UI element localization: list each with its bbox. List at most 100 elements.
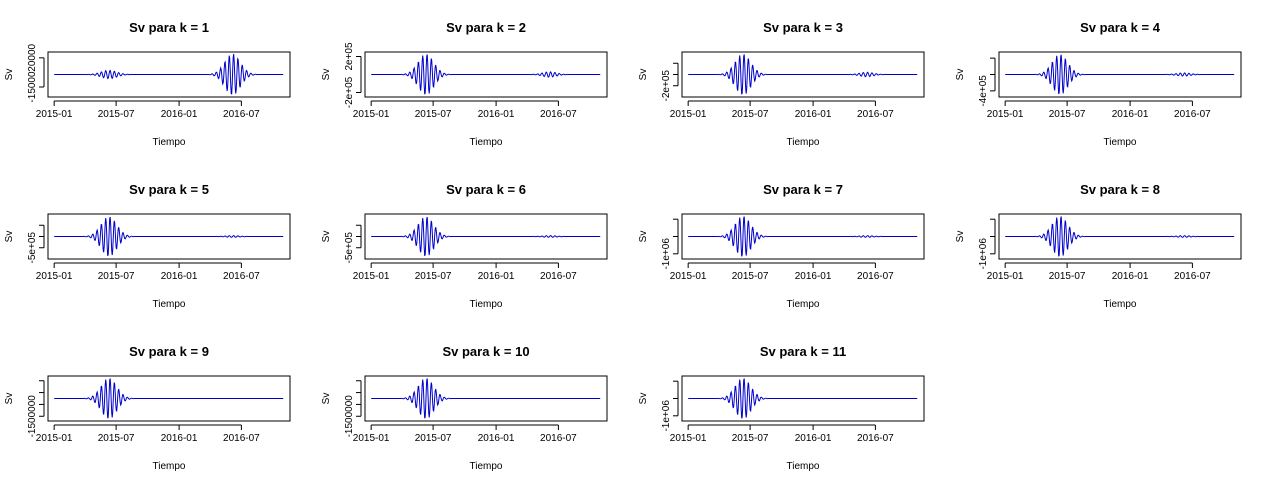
y-tick-label: -2e+05 [344, 76, 355, 108]
x-axis-label: Tiempo [787, 299, 820, 310]
y-axis-label: Sv [4, 69, 15, 81]
x-tick-label: 2015-07 [98, 271, 135, 282]
sv-series-line [371, 378, 601, 419]
x-tick-label: 2015-01 [36, 271, 73, 282]
chart-title: Sv para k = 1 [129, 20, 209, 35]
x-tick-label: 2016-01 [1112, 271, 1149, 282]
plot-frame [681, 375, 925, 422]
x-axis-label: Tiempo [470, 461, 503, 472]
x-tick-label: 2015-01 [36, 433, 73, 444]
chart-panel-2: Sv para k = 2 2015-01 2015-07 2016-01 2016-0… [321, 20, 608, 148]
chart-panel-10: Sv para k = 10 2015-01 2015-07 2016-01 2016-… [321, 344, 608, 472]
x-tick-label: 2016-07 [540, 271, 577, 282]
sv-series-line [371, 54, 601, 95]
sv-series-line [371, 216, 601, 256]
plot-frame [998, 213, 1242, 260]
y-axis-label: Sv [321, 393, 332, 405]
y-axis-label: Sv [321, 231, 332, 243]
x-axis-label: Tiempo [153, 299, 186, 310]
sv-series-line [688, 216, 918, 257]
x-tick-label: 2015-07 [415, 109, 452, 120]
x-tick-label: 2016-07 [1174, 271, 1211, 282]
x-tick-label: 2016-01 [161, 433, 198, 444]
y-axis-label: Sv [4, 393, 15, 405]
x-tick-label: 2016-07 [1174, 109, 1211, 120]
y-axis-label: Sv [955, 69, 966, 81]
x-tick-label: 2016-07 [857, 109, 894, 120]
x-tick-label: 2015-07 [415, 433, 452, 444]
chart-title: Sv para k = 5 [129, 182, 209, 197]
y-tick-label: -15000 [27, 71, 38, 103]
chart-panel-5: Sv para k = 5 2015-01 2015-07 2016-01 2016-0… [4, 182, 291, 310]
x-tick-label: 2015-07 [1049, 271, 1086, 282]
x-tick-label: 2015-01 [987, 271, 1024, 282]
plot-frame [47, 51, 291, 98]
x-tick-label: 2015-07 [1049, 109, 1086, 120]
x-axis-label: Tiempo [787, 137, 820, 148]
y-tick-label: 20000 [27, 43, 38, 71]
x-axis-label: Tiempo [787, 461, 820, 472]
sv-series-line [1005, 216, 1235, 257]
y-axis-label: Sv [4, 231, 15, 243]
x-tick-label: 2016-01 [478, 271, 515, 282]
x-tick-label: 2015-01 [36, 109, 73, 120]
x-tick-label: 2016-07 [223, 109, 260, 120]
x-tick-label: 2015-01 [670, 433, 707, 444]
y-axis-label: Sv [638, 231, 649, 243]
plot-frame [998, 51, 1242, 98]
x-tick-label: 2015-07 [732, 433, 769, 444]
sv-series-line [688, 54, 918, 95]
x-tick-label: 2016-01 [478, 109, 515, 120]
x-axis-label: Tiempo [153, 137, 186, 148]
chart-panel-7: Sv para k = 7 2015-01 2015-07 2016-01 2016-0… [638, 182, 925, 310]
x-tick-label: 2015-01 [987, 109, 1024, 120]
y-tick-label: -1e+06 [978, 238, 989, 270]
y-tick-label: -5e+05 [27, 232, 38, 264]
sv-series-line [54, 378, 284, 419]
x-tick-label: 2016-01 [478, 433, 515, 444]
plot-frame [364, 375, 608, 422]
x-tick-label: 2016-01 [161, 109, 198, 120]
plot-frame [364, 213, 608, 260]
x-tick-label: 2016-07 [223, 271, 260, 282]
x-tick-label: 2016-07 [223, 433, 260, 444]
x-tick-label: 2016-01 [795, 109, 832, 120]
chart-title: Sv para k = 2 [446, 20, 526, 35]
y-axis-label: Sv [321, 69, 332, 81]
y-axis-label: Sv [638, 69, 649, 81]
chart-title: Sv para k = 6 [446, 182, 526, 197]
sv-series-line [54, 216, 284, 256]
x-tick-label: 2016-01 [795, 433, 832, 444]
sv-series-line [1005, 54, 1235, 95]
x-tick-label: 2015-07 [98, 109, 135, 120]
x-tick-label: 2015-07 [415, 271, 452, 282]
plot-frame [681, 213, 925, 260]
x-tick-label: 2016-07 [857, 433, 894, 444]
y-axis-label: Sv [955, 231, 966, 243]
plot-frame [47, 213, 291, 260]
x-tick-label: 2015-07 [732, 109, 769, 120]
x-tick-label: 2015-01 [670, 109, 707, 120]
x-tick-label: 2016-01 [795, 271, 832, 282]
chart-title: Sv para k = 8 [1080, 182, 1160, 197]
x-tick-label: 2015-07 [98, 433, 135, 444]
chart-panel-1: Sv para k = 1 2015-01 2015-07 2016-01 2016-0… [4, 20, 291, 148]
chart-title: Sv para k = 11 [760, 344, 846, 359]
y-tick-label: -4e+05 [978, 75, 989, 107]
chart-panel-4: Sv para k = 4 2015-01 2015-07 2016-01 2016-0… [955, 20, 1242, 148]
chart-panel-3: Sv para k = 3 2015-01 2015-07 2016-01 2016-0… [638, 20, 925, 148]
chart-title: Sv para k = 10 [442, 344, 529, 359]
y-tick-label: -2e+05 [661, 70, 672, 102]
x-tick-label: 2016-01 [161, 271, 198, 282]
chart-title: Sv para k = 4 [1080, 20, 1161, 35]
chart-panel-11: Sv para k = 11 2015-01 2015-07 2016-01 2016-… [638, 344, 925, 472]
y-tick-label: -1500000 [27, 395, 38, 438]
chart-title: Sv para k = 9 [129, 344, 209, 359]
plot-frame [681, 51, 925, 98]
x-axis-label: Tiempo [153, 461, 186, 472]
x-tick-label: 2015-01 [353, 433, 390, 444]
chart-title: Sv para k = 3 [763, 20, 843, 35]
plot-frame [47, 375, 291, 422]
